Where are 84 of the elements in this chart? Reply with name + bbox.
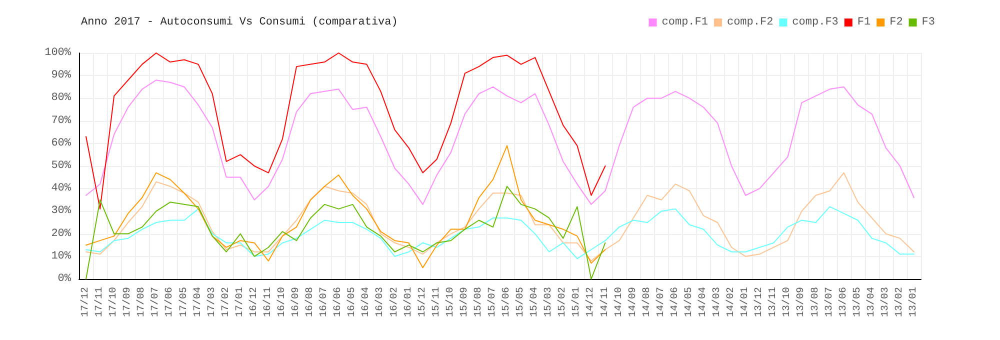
x-tick-label: 13/01 (907, 287, 920, 318)
chart-title: Anno 2017 - Autoconsumi Vs Consumi (comparativa) (81, 16, 398, 28)
y-tick-label: 100% (44, 47, 72, 59)
x-tick-label: 14/10 (612, 287, 625, 318)
x-tick-label: 16/10 (276, 287, 288, 318)
x-tick-label: 17/06 (164, 287, 176, 318)
x-tick-label: 14/12 (584, 287, 597, 318)
line-series (86, 206, 914, 260)
x-tick-label: 13/12 (753, 287, 766, 318)
x-tick-label: 17/12 (80, 287, 92, 318)
x-tick-label: 17/02 (220, 287, 232, 318)
x-tick-label: 13/06 (837, 287, 850, 318)
y-tick-label: 90% (51, 70, 72, 82)
x-tick-label: 13/10 (781, 287, 794, 318)
y-tick-label: 50% (51, 160, 72, 172)
x-tick-label: 16/07 (318, 287, 330, 318)
line-series (86, 52, 606, 210)
line-series (86, 80, 914, 205)
legend-label: comp.F3 (792, 16, 838, 28)
x-tick-label: 14/05 (682, 287, 695, 318)
x-tick-label: 15/03 (542, 287, 555, 318)
x-tick-label: 14/07 (654, 287, 667, 318)
x-tick-label: 14/02 (725, 287, 738, 318)
x-tick-label: 13/03 (879, 287, 892, 318)
x-tick-label: 15/02 (556, 287, 569, 318)
x-tick-label: 14/09 (626, 287, 639, 318)
x-tick-label: 16/09 (290, 287, 302, 318)
x-tick-label: 15/12 (416, 287, 428, 318)
x-tick-label: 16/03 (374, 287, 386, 318)
y-tick-label: 70% (51, 114, 72, 127)
x-tick-label: 17/11 (94, 287, 106, 318)
y-tick-label: 20% (51, 228, 72, 240)
x-tick-label: 17/10 (108, 287, 120, 318)
x-tick-label: 16/01 (402, 287, 414, 318)
x-tick-label: 16/05 (346, 287, 358, 318)
x-tick-label: 14/08 (640, 287, 653, 318)
x-tick-label: 15/05 (514, 287, 527, 318)
x-tick-label: 14/11 (598, 287, 611, 318)
y-tick-label: 60% (51, 137, 72, 150)
x-tick-label: 15/04 (528, 287, 541, 318)
legend-label: F1 (857, 16, 871, 28)
x-tick-label: 17/09 (122, 287, 134, 318)
x-tick-label: 14/06 (668, 287, 681, 318)
y-tick-label: 40% (51, 182, 72, 195)
x-tick-label: 13/05 (851, 287, 864, 318)
x-tick-label: 17/07 (150, 287, 162, 318)
x-tick-label: 17/08 (136, 287, 148, 318)
x-tick-label: 14/03 (711, 287, 724, 318)
x-tick-label: 13/09 (795, 287, 808, 318)
x-tick-label: 13/02 (893, 287, 906, 318)
x-tick-label: 17/05 (178, 287, 190, 318)
line-series (86, 145, 606, 268)
x-tick-label: 15/07 (486, 287, 498, 318)
x-tick-label: 15/08 (472, 287, 484, 318)
x-tick-label: 17/01 (234, 287, 246, 318)
x-tick-label: 14/01 (739, 287, 752, 318)
x-tick-label: 14/04 (696, 287, 709, 318)
y-tick-label: 80% (51, 92, 72, 104)
x-tick-label: 13/11 (767, 287, 780, 318)
x-tick-label: 15/10 (444, 287, 456, 318)
x-tick-label: 15/06 (500, 287, 513, 318)
line-series (86, 186, 606, 280)
x-tick-label: 16/04 (360, 287, 372, 318)
x-tick-label: 17/03 (206, 287, 218, 318)
x-tick-label: 16/12 (248, 287, 260, 318)
x-tick-label: 16/11 (262, 287, 274, 318)
x-tick-label: 16/06 (332, 287, 344, 318)
x-tick-label: 15/11 (430, 287, 442, 318)
x-tick-label: 17/04 (192, 287, 204, 318)
y-tick-label: 30% (51, 205, 72, 218)
legend-label: comp.F1 (662, 16, 708, 28)
x-tick-label: 13/07 (823, 287, 836, 318)
x-tick-label: 15/01 (570, 287, 583, 318)
x-tick-label: 16/02 (388, 287, 400, 318)
x-tick-label: 15/09 (458, 287, 470, 318)
legend-label: F3 (922, 16, 935, 28)
x-tick-label: 16/08 (304, 287, 316, 318)
line-series (86, 172, 914, 262)
y-tick-label: 0% (58, 273, 72, 285)
x-tick-label: 13/04 (865, 287, 878, 318)
y-tick-label: 10% (51, 250, 72, 262)
legend-label: F2 (890, 16, 903, 28)
legend-label: comp.F2 (726, 16, 774, 28)
x-tick-label: 13/08 (809, 287, 822, 318)
